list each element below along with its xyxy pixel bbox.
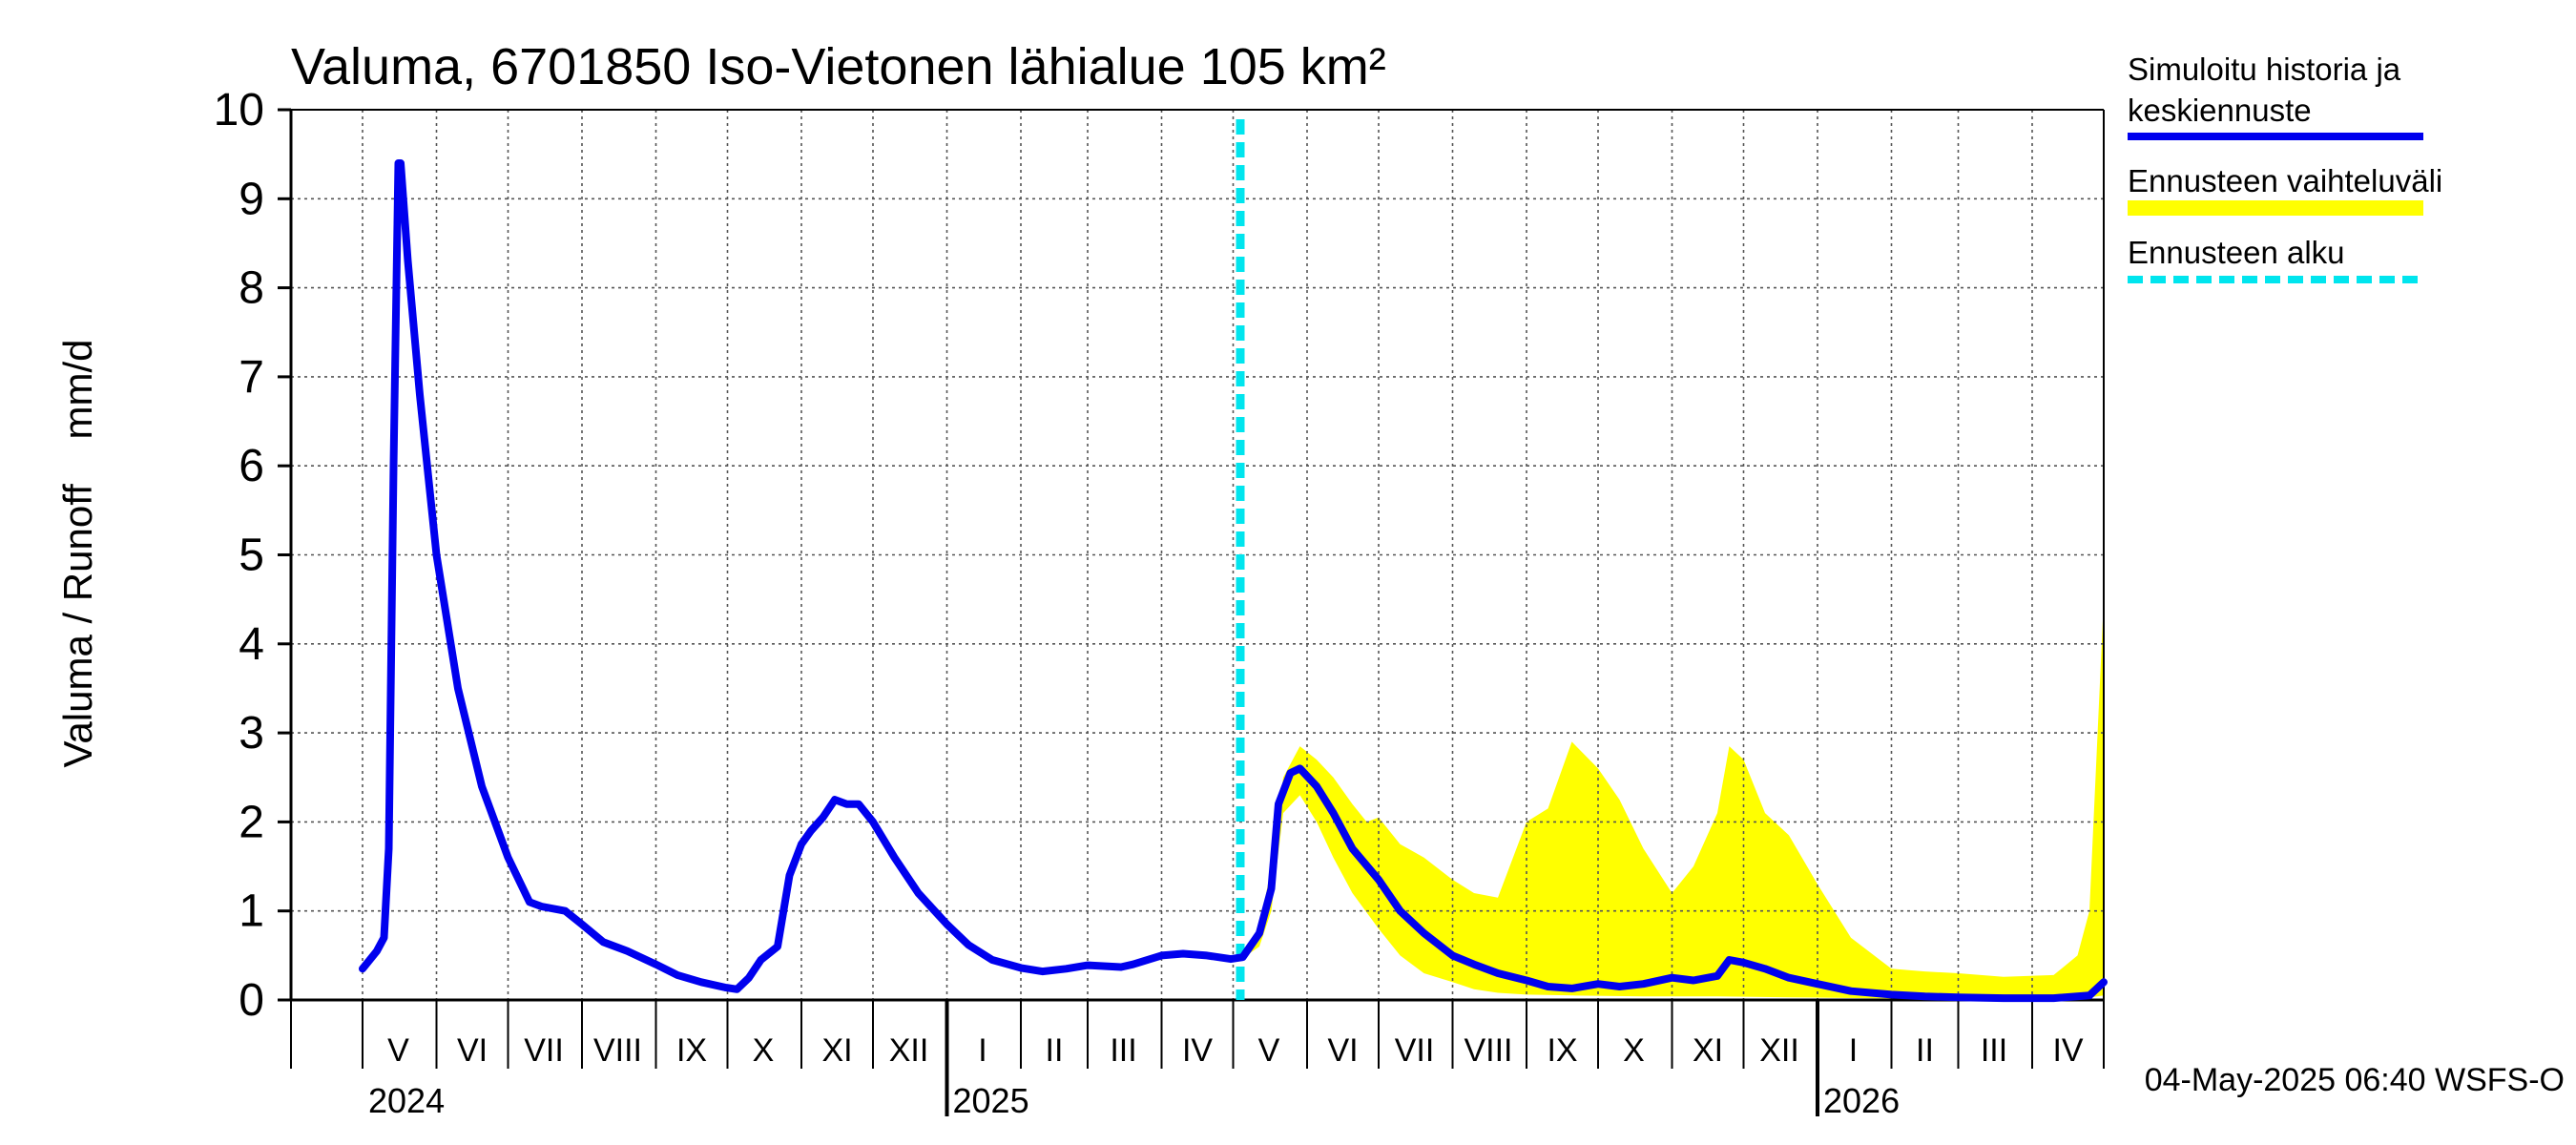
y-tick-label: 0 <box>239 975 264 1026</box>
month-label: VI <box>457 1032 488 1069</box>
month-label: IX <box>676 1032 707 1069</box>
month-label: VII <box>524 1032 564 1069</box>
month-label: V <box>1258 1032 1280 1069</box>
y-tick-label: 10 <box>214 85 264 135</box>
y-tick-label: 5 <box>239 531 264 581</box>
legend-label-simulated-2: keskiennuste <box>2128 93 2312 128</box>
month-label: II <box>1046 1032 1064 1069</box>
month-label: VI <box>1327 1032 1358 1069</box>
month-label: I <box>978 1032 987 1069</box>
month-label: XII <box>889 1032 929 1069</box>
month-label: III <box>1981 1032 2007 1069</box>
month-label: XI <box>1693 1032 1723 1069</box>
month-label: X <box>1623 1032 1645 1069</box>
month-label: VIII <box>593 1032 642 1069</box>
forecast-range-band <box>1240 599 2104 1000</box>
y-tick-label: 7 <box>239 352 264 403</box>
y-tick-label: 4 <box>239 619 264 670</box>
month-label: XI <box>821 1032 852 1069</box>
legend-label-forecast-start: Ennusteen alku <box>2128 235 2345 270</box>
year-label: 2024 <box>368 1081 445 1120</box>
y-tick-label: 2 <box>239 797 264 847</box>
y-tick-label: 9 <box>239 174 264 224</box>
month-label: IV <box>2052 1032 2083 1069</box>
legend: Simuloitu historia ja keskiennuste Ennuste… <box>2128 52 2442 283</box>
month-label: X <box>753 1032 775 1069</box>
month-label: I <box>1849 1032 1858 1069</box>
month-label: IX <box>1547 1032 1577 1069</box>
month-label: XII <box>1759 1032 1799 1069</box>
y-tick-label: 8 <box>239 263 264 314</box>
month-label: IV <box>1182 1032 1213 1069</box>
legend-label-range: Ennusteen vaihteluväli <box>2128 163 2442 198</box>
y-tick-label: 3 <box>239 708 264 759</box>
legend-label-simulated: Simuloitu historia ja <box>2128 52 2401 87</box>
month-label: VIII <box>1464 1032 1512 1069</box>
runoff-series-line <box>359 159 2108 1003</box>
month-label: V <box>387 1032 409 1069</box>
month-label: VII <box>1395 1032 1435 1069</box>
footer-timestamp: 04-May-2025 06:40 WSFS-O <box>2145 1062 2565 1098</box>
year-label: 2026 <box>1823 1081 1900 1120</box>
y-axis-label: Valuma / Runoff mm/d <box>55 340 100 768</box>
chart-title: Valuma, 6701850 Iso-Vietonen lähialue 10… <box>291 38 1386 95</box>
year-label: 2025 <box>953 1081 1029 1120</box>
y-tick-label: 1 <box>239 886 264 937</box>
month-label: II <box>1916 1032 1934 1069</box>
y-tick-label: 6 <box>239 441 264 491</box>
month-label: III <box>1110 1032 1136 1069</box>
